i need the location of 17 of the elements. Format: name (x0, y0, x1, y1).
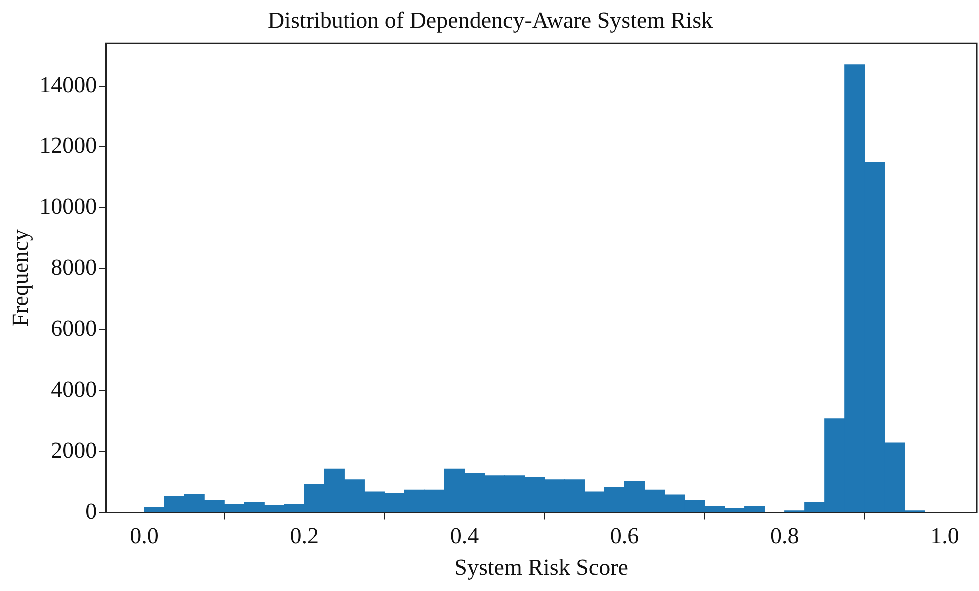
x-tick-label: 0.8 (770, 524, 800, 549)
y-tick-label: 4000 (51, 376, 98, 402)
y-tick-label: 14000 (40, 72, 98, 98)
y-tick-label: 10000 (40, 194, 98, 220)
x-tick-label: 0.4 (450, 524, 480, 549)
y-tick-label: 6000 (51, 316, 98, 342)
y-tick-label: 2000 (51, 438, 98, 463)
x-tick-label: 0.6 (610, 524, 640, 549)
chart-title: Distribution of Dependency-Aware System Risk (268, 8, 714, 33)
x-tick-label: 0.0 (130, 524, 159, 549)
y-tick-label: 8000 (51, 255, 98, 280)
x-axis-title: System Risk Score (454, 555, 628, 580)
x-tick-label: 1.0 (930, 524, 960, 549)
y-tick-label: 12000 (40, 133, 98, 158)
y-axis-title: Frequency (8, 229, 33, 327)
y-tick-label: 0 (86, 498, 98, 524)
x-tick-label: 0.2 (290, 524, 319, 549)
